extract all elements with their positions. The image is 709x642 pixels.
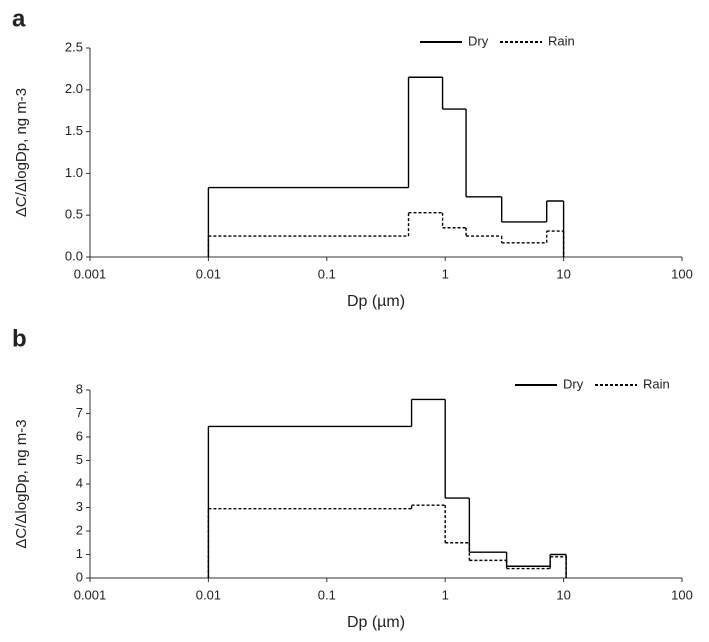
x-axis-label: Dp (µm) <box>347 614 405 631</box>
x-tick-label: 0.001 <box>74 266 107 281</box>
y-tick-label: 3 <box>76 499 83 514</box>
x-axis-label: Dp (µm) <box>347 293 405 310</box>
x-tick-label: 0.001 <box>74 587 107 602</box>
x-tick-label: 10 <box>556 587 570 602</box>
x-tick-label: 100 <box>671 587 693 602</box>
y-axis-label: ΔC/ΔlogDp, ng m-3 <box>13 88 30 217</box>
x-tick-label: 10 <box>556 266 570 281</box>
y-tick-label: 0 <box>76 569 83 584</box>
y-tick-label: 2 <box>76 522 83 537</box>
y-tick-label: 2.0 <box>65 81 83 96</box>
panel-label: b <box>12 325 27 352</box>
x-tick-label: 0.01 <box>196 587 221 602</box>
y-tick-label: 0.5 <box>65 207 83 222</box>
y-tick-label: 2.5 <box>65 39 83 54</box>
x-tick-label: 0.01 <box>196 266 221 281</box>
x-tick-label: 100 <box>671 266 693 281</box>
x-tick-label: 1 <box>442 266 449 281</box>
y-tick-label: 1.5 <box>65 123 83 138</box>
legend-label: Dry <box>563 376 584 391</box>
legend-label: Rain <box>643 376 670 391</box>
x-tick-label: 0.1 <box>318 587 336 602</box>
y-tick-label: 1 <box>76 546 83 561</box>
legend-label: Rain <box>548 33 575 48</box>
legend-label: Dry <box>468 33 489 48</box>
y-tick-label: 0.0 <box>65 248 83 263</box>
y-tick-label: 5 <box>76 452 83 467</box>
x-tick-label: 0.1 <box>318 266 336 281</box>
y-tick-label: 4 <box>76 475 83 490</box>
y-tick-label: 6 <box>76 428 83 443</box>
panel-label: a <box>12 5 26 32</box>
y-tick-label: 8 <box>76 381 83 396</box>
x-tick-label: 1 <box>442 587 449 602</box>
y-tick-label: 7 <box>76 405 83 420</box>
y-tick-label: 1.0 <box>65 165 83 180</box>
y-axis-label: ΔC/ΔlogDp, ng m-3 <box>13 419 30 548</box>
